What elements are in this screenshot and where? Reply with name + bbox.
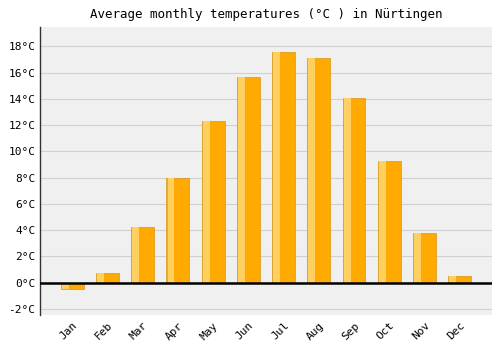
Bar — [379, 161, 386, 282]
Bar — [60, 282, 84, 289]
Bar — [238, 77, 245, 282]
Bar — [344, 98, 350, 282]
Bar — [166, 177, 190, 282]
Bar — [308, 58, 316, 282]
Title: Average monthly temperatures (°C ) in Nürtingen: Average monthly temperatures (°C ) in Nü… — [90, 8, 442, 21]
Bar — [308, 58, 330, 282]
Bar — [237, 77, 260, 282]
Bar — [378, 161, 400, 282]
Bar — [450, 276, 456, 282]
Bar — [413, 233, 436, 282]
Bar — [414, 233, 421, 282]
Bar — [448, 276, 471, 282]
Bar — [96, 273, 119, 282]
Bar — [342, 98, 365, 282]
Bar — [202, 121, 224, 282]
Bar — [272, 51, 295, 282]
Bar — [62, 282, 68, 289]
Bar — [273, 51, 280, 282]
Bar — [131, 228, 154, 282]
Bar — [132, 228, 139, 282]
Bar — [203, 121, 209, 282]
Bar — [168, 177, 174, 282]
Bar — [97, 273, 104, 282]
